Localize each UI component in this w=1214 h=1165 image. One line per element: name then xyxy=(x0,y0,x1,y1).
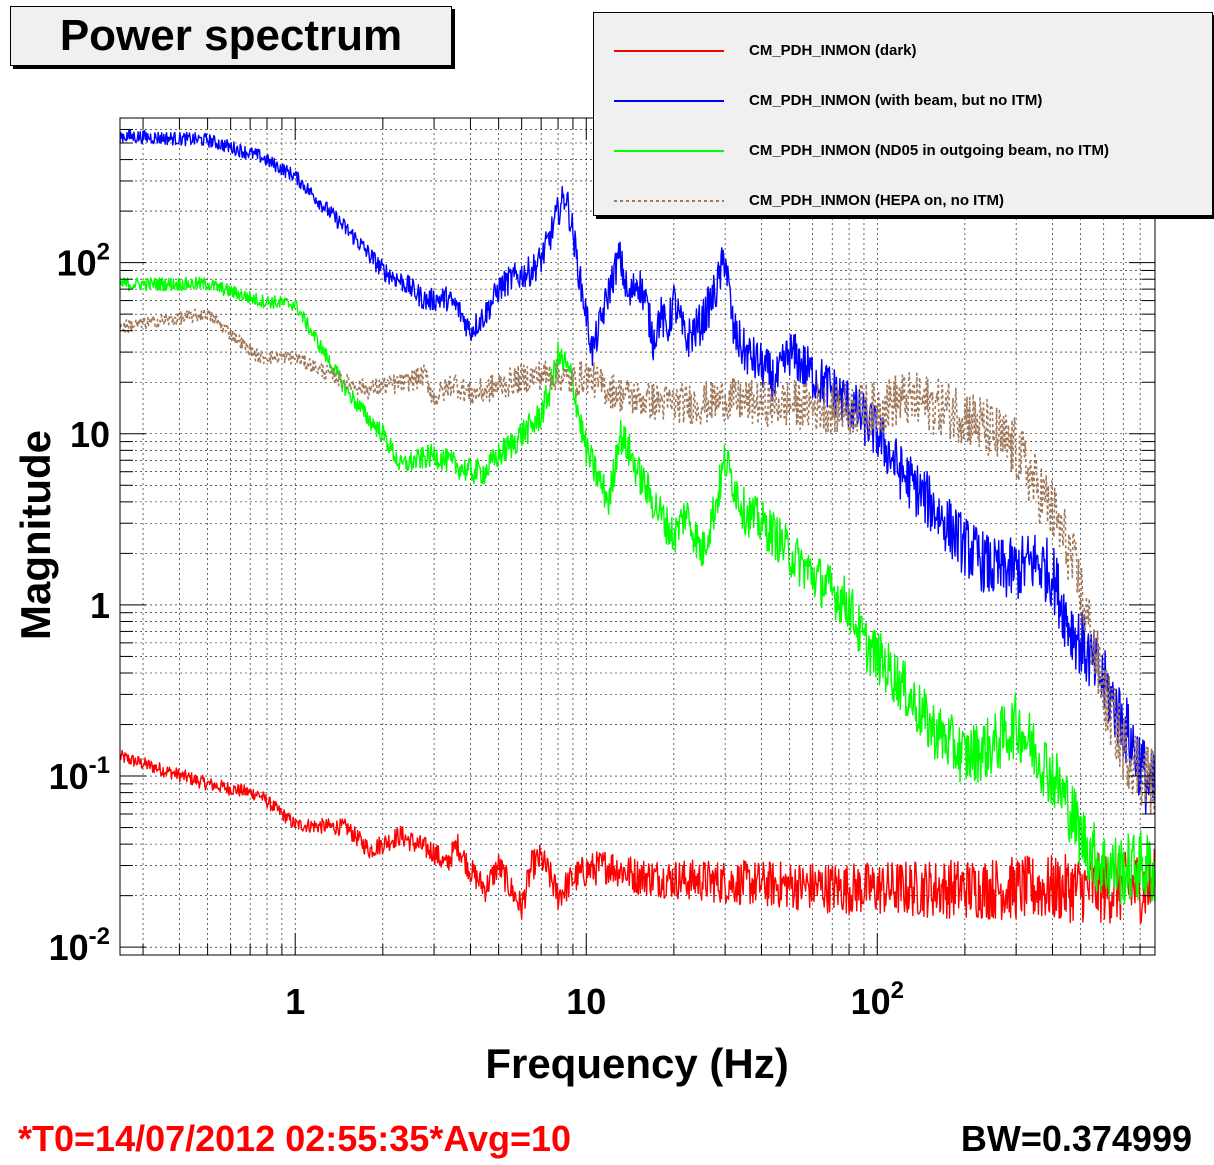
x-axis-label: Frequency (Hz) xyxy=(485,1040,788,1087)
timestamp-label: *T0=14/07/2012 02:55:35*Avg=10 xyxy=(18,1118,572,1159)
axis-ticks xyxy=(120,117,1156,956)
series-line xyxy=(119,276,1156,905)
y-axis-label: Magnitude xyxy=(12,430,59,640)
series-line xyxy=(119,308,1156,816)
x-tick-label: 102 xyxy=(851,977,904,1022)
legend-entry: CM_PDH_INMON (HEPA on, no ITM) xyxy=(594,186,1212,216)
grid xyxy=(120,117,1156,956)
legend: CM_PDH_INMON (dark) CM_PDH_INMON (with b… xyxy=(593,12,1213,216)
legend-entry: CM_PDH_INMON (dark) xyxy=(594,36,1212,66)
series-layer xyxy=(119,129,1156,924)
legend-swatch xyxy=(614,50,724,52)
y-tick-label: 10-2 xyxy=(49,923,110,968)
plot-frame xyxy=(119,117,1156,956)
chart-title: Power spectrum xyxy=(10,6,452,66)
x-tick-label: 10 xyxy=(566,981,606,1022)
legend-label: CM_PDH_INMON (with beam, but no ITM) xyxy=(749,92,1043,109)
y-tick-label: 10 xyxy=(70,414,110,455)
x-tick-label: 1 xyxy=(285,981,305,1022)
legend-entry: CM_PDH_INMON (ND05 in outgoing beam, no … xyxy=(594,136,1212,166)
legend-swatch xyxy=(614,200,724,202)
bandwidth-label: BW=0.374999 xyxy=(960,1118,1192,1159)
legend-label: CM_PDH_INMON (ND05 in outgoing beam, no … xyxy=(749,142,1109,159)
legend-label: CM_PDH_INMON (dark) xyxy=(749,42,917,59)
series-line xyxy=(119,129,1156,815)
y-tick-label: 1 xyxy=(90,585,110,626)
legend-swatch xyxy=(614,150,724,152)
tick-labels: 1 10 102 10-2 10-1 1 10 102 xyxy=(49,239,904,1022)
legend-entry: CM_PDH_INMON (with beam, but no ITM) xyxy=(594,86,1212,116)
series-line xyxy=(119,749,1156,924)
y-tick-label: 10-1 xyxy=(49,752,110,797)
legend-label: CM_PDH_INMON (HEPA on, no ITM) xyxy=(749,192,1004,209)
legend-swatch xyxy=(614,100,724,102)
y-tick-label: 102 xyxy=(57,239,110,284)
